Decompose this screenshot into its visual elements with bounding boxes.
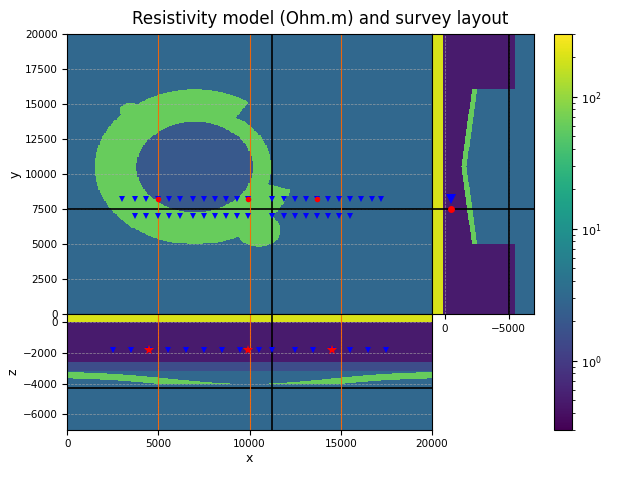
Text: Resistivity model (Ohm.m) and survey layout: Resistivity model (Ohm.m) and survey lay… — [132, 10, 508, 28]
X-axis label: x: x — [246, 452, 253, 465]
Y-axis label: z: z — [7, 369, 20, 375]
Y-axis label: y: y — [9, 170, 22, 178]
